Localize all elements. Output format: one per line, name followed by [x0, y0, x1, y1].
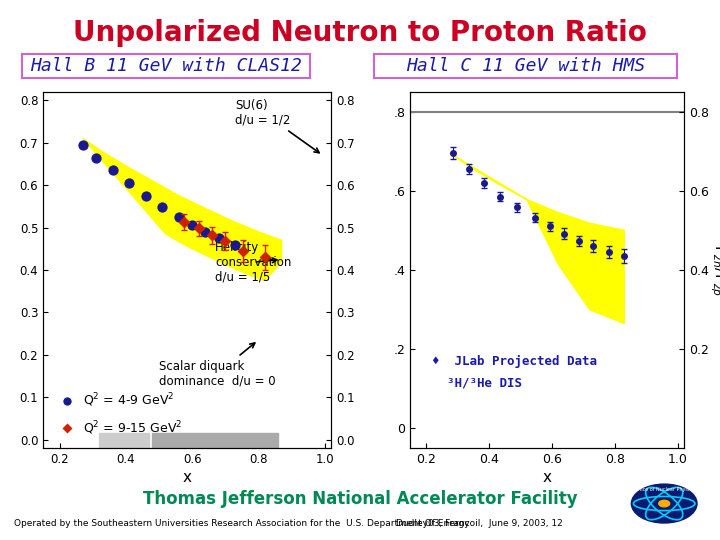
Text: Helicity
conservation
d/u = 1/5: Helicity conservation d/u = 1/5 — [215, 241, 292, 284]
Text: Hall B 11 GeV with CLAS12: Hall B 11 GeV with CLAS12 — [30, 57, 302, 75]
Point — [186, 221, 198, 230]
Text: Unpolarized Neutron to Proton Ratio: Unpolarized Neutron to Proton Ratio — [73, 19, 647, 47]
Text: Operated by the Southeastern Universities Research Association for the  U.S. Dep: Operated by the Southeastern Universitie… — [14, 519, 470, 529]
Circle shape — [631, 484, 697, 523]
Text: ♦  JLab Projected Data: ♦ JLab Projected Data — [433, 355, 598, 368]
Point — [174, 213, 185, 221]
Text: Office of Nuclear Physics: Office of Nuclear Physics — [634, 487, 694, 491]
Point — [157, 202, 168, 211]
Text: Scalar diquark
dominance  d/u = 0: Scalar diquark dominance d/u = 0 — [159, 343, 276, 388]
Point — [77, 140, 89, 149]
Point — [124, 179, 135, 187]
Point — [199, 228, 211, 237]
Point — [213, 234, 225, 242]
Circle shape — [659, 500, 670, 507]
Point — [140, 191, 152, 200]
Point — [107, 166, 119, 174]
Polygon shape — [450, 153, 624, 323]
Bar — [99, 433, 149, 450]
Point — [91, 153, 102, 162]
Point — [230, 240, 241, 249]
X-axis label: x: x — [543, 470, 552, 485]
Text: Hall C 11 GeV with HMS: Hall C 11 GeV with HMS — [406, 57, 645, 75]
Text: Dudley03, Francoil,  June 9, 2003, 12: Dudley03, Francoil, June 9, 2003, 12 — [396, 519, 563, 529]
Text: SU(6)
d/u = 1/2: SU(6) d/u = 1/2 — [235, 99, 319, 153]
Legend: Q$^2$ = 4-9 GeV$^2$, Q$^{2}$ = 9-15 GeV$^2$: Q$^2$ = 4-9 GeV$^2$, Q$^{2}$ = 9-15 GeV$… — [50, 387, 187, 442]
X-axis label: x: x — [183, 470, 192, 485]
Text: Thomas Jefferson National Accelerator Facility: Thomas Jefferson National Accelerator Fa… — [143, 490, 577, 508]
Text: ³H/³He DIS: ³H/³He DIS — [433, 377, 523, 390]
Y-axis label: F$_{2n}$/F$_{2p}$: F$_{2n}$/F$_{2p}$ — [708, 244, 720, 296]
Polygon shape — [83, 138, 282, 281]
Bar — [153, 433, 278, 450]
